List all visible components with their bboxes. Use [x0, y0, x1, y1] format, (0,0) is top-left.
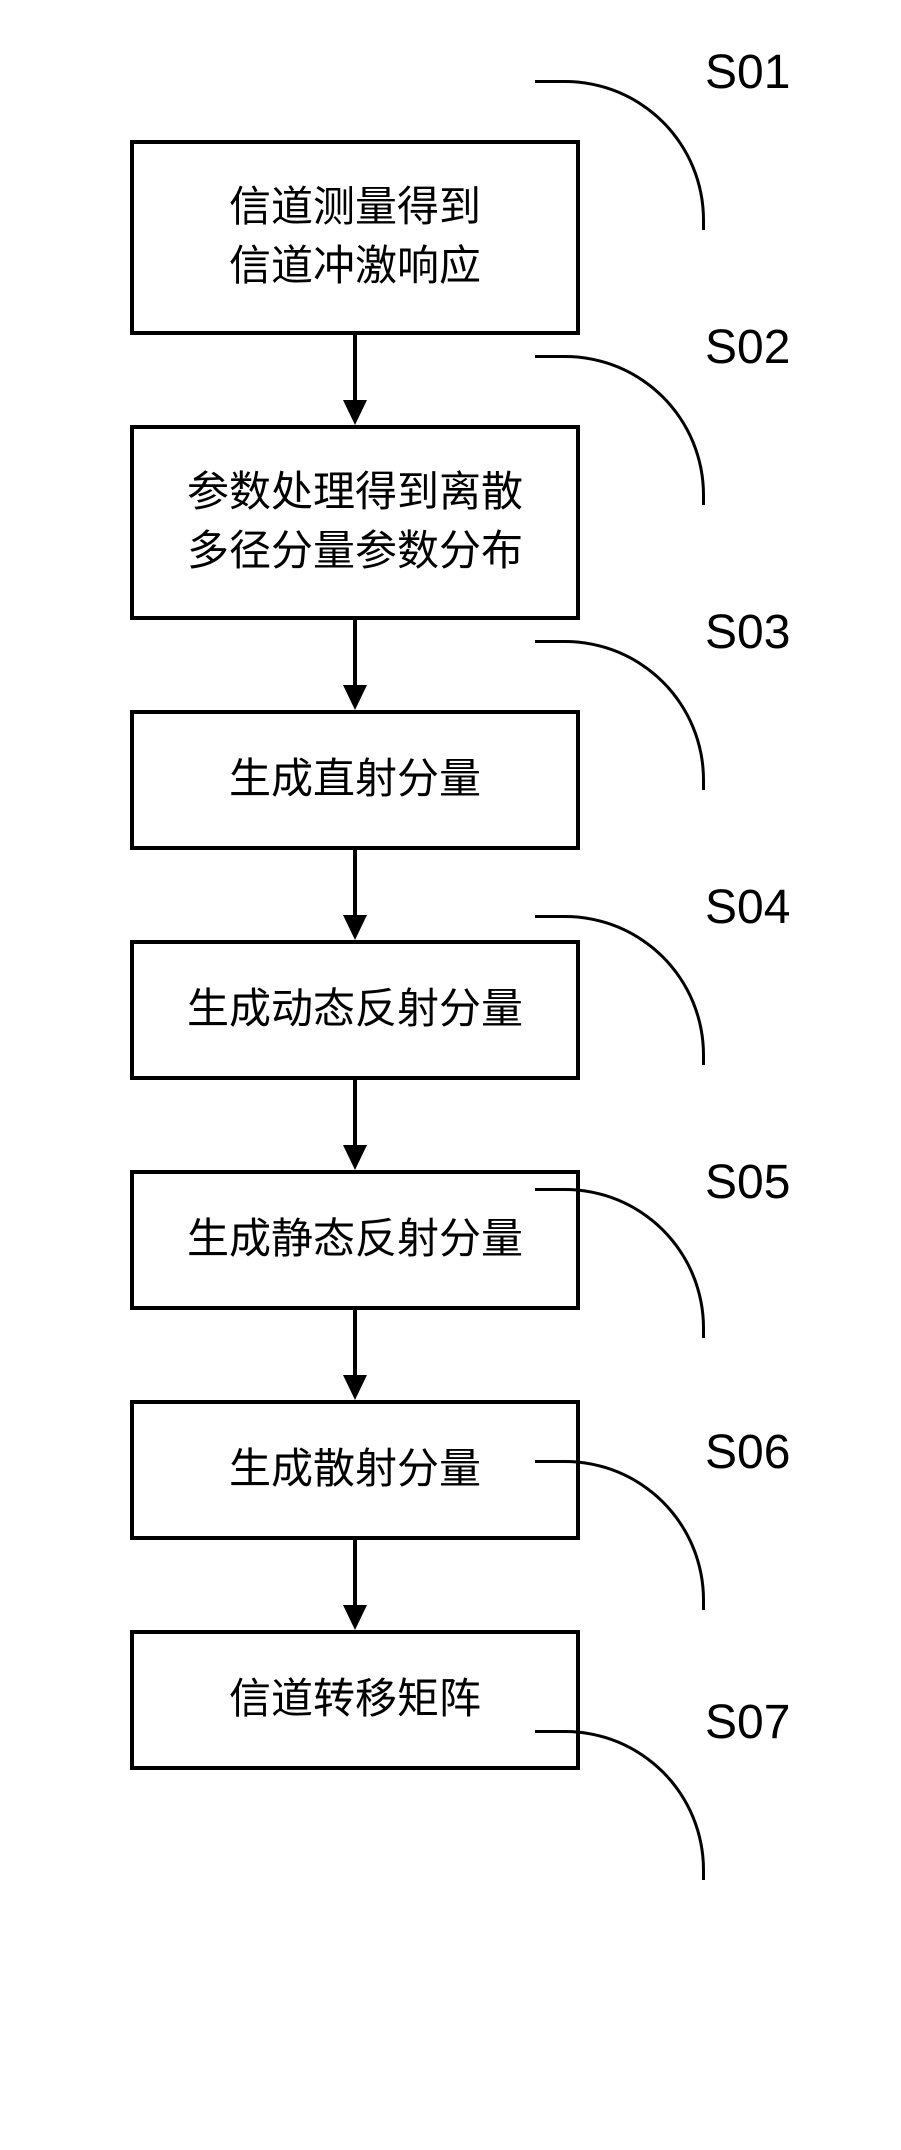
- step-label-s04: S04: [705, 880, 790, 935]
- step-text-line2: 信道冲激响应: [229, 238, 481, 297]
- step-box-s06: 生成散射分量: [130, 1400, 580, 1540]
- step-text-line1: 生成动态反射分量: [187, 981, 523, 1040]
- step-text-line2: 多径分量参数分布: [187, 523, 523, 582]
- step-label-s01: S01: [705, 45, 790, 100]
- step-text-line1: 信道测量得到: [229, 179, 481, 238]
- step-text-line1: 生成直射分量: [229, 751, 481, 810]
- arrow: [130, 620, 580, 710]
- step-text-line1: 参数处理得到离散: [187, 464, 523, 523]
- step-label-s03: S03: [705, 605, 790, 660]
- step-box-s01: 信道测量得到 信道冲激响应: [130, 140, 580, 335]
- connector-line-s01: [535, 80, 705, 230]
- arrow: [130, 1080, 580, 1170]
- step-label-s06: S06: [705, 1425, 790, 1480]
- step-text-line1: 生成散射分量: [229, 1441, 481, 1500]
- arrow: [130, 1540, 580, 1630]
- step-box-s02: 参数处理得到离散 多径分量参数分布: [130, 425, 580, 620]
- step-text-line1: 信道转移矩阵: [229, 1671, 481, 1730]
- step-label-s02: S02: [705, 320, 790, 375]
- step-box-s07: 信道转移矩阵: [130, 1630, 580, 1770]
- step-text-line1: 生成静态反射分量: [187, 1211, 523, 1270]
- step-box-s03: 生成直射分量: [130, 710, 580, 850]
- step-label-s05: S05: [705, 1155, 790, 1210]
- step-box-s04: 生成动态反射分量: [130, 940, 580, 1080]
- arrow: [130, 335, 580, 425]
- arrow: [130, 850, 580, 940]
- step-box-s05: 生成静态反射分量: [130, 1170, 580, 1310]
- arrow: [130, 1310, 580, 1400]
- step-label-s07: S07: [705, 1695, 790, 1750]
